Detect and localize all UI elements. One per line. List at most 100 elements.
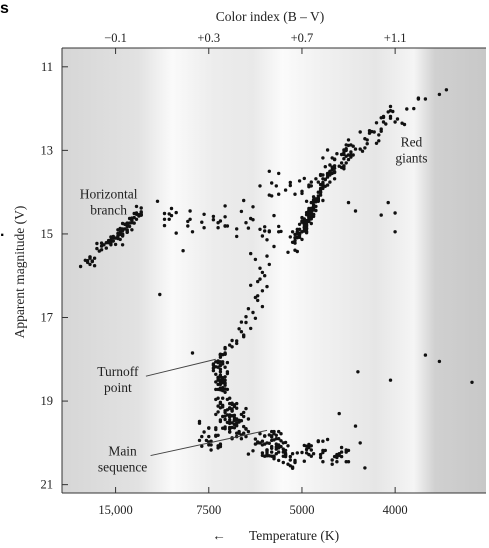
- star-point: [246, 307, 251, 311]
- star-point: [188, 217, 192, 221]
- star-point: [353, 424, 358, 428]
- star-point: [218, 400, 223, 404]
- star-point: [230, 345, 234, 349]
- star-point: [388, 378, 393, 382]
- star-point: [230, 414, 234, 418]
- star-point: [260, 453, 265, 458]
- star-point: [235, 431, 239, 435]
- star-point: [223, 224, 227, 228]
- star-point: [346, 157, 351, 162]
- star-point: [225, 413, 230, 417]
- star-point: [225, 371, 230, 376]
- star-point: [367, 131, 372, 135]
- star-point: [167, 217, 171, 221]
- star-point: [316, 439, 320, 443]
- star-point: [314, 177, 318, 181]
- star-point: [307, 211, 311, 215]
- star-point: [237, 327, 241, 331]
- star-point: [104, 241, 109, 245]
- left-tick-label: 13: [41, 143, 54, 157]
- star-point: [235, 341, 239, 346]
- star-point: [216, 365, 220, 369]
- star-point: [134, 211, 139, 215]
- annotation-label: Main: [108, 444, 137, 459]
- star-point: [377, 133, 381, 137]
- star-point: [277, 458, 281, 463]
- star-point: [353, 209, 358, 213]
- star-point: [258, 227, 262, 231]
- star-point: [309, 221, 313, 226]
- star-point: [223, 417, 227, 422]
- annotation-label: giants: [395, 150, 427, 165]
- star-point: [337, 411, 341, 416]
- star-point: [230, 425, 234, 430]
- star-point: [263, 274, 267, 278]
- star-point: [253, 257, 258, 262]
- top-tick-label: +0.7: [291, 31, 314, 45]
- star-point: [265, 449, 269, 453]
- star-point: [270, 434, 274, 438]
- star-point: [251, 449, 255, 453]
- star-point: [339, 454, 344, 459]
- star-point: [297, 235, 302, 239]
- star-point: [125, 223, 129, 228]
- star-point: [162, 223, 167, 228]
- star-point: [200, 434, 204, 439]
- star-point: [330, 462, 334, 466]
- star-point: [162, 211, 167, 216]
- star-point: [293, 458, 297, 463]
- star-point: [162, 217, 167, 221]
- star-point: [302, 459, 306, 463]
- star-point: [99, 244, 104, 248]
- star-point: [323, 448, 327, 453]
- star-point: [127, 221, 132, 225]
- star-point: [274, 184, 278, 188]
- star-point: [246, 226, 251, 230]
- star-point: [290, 230, 295, 234]
- star-point: [437, 359, 442, 364]
- star-point: [109, 241, 113, 246]
- star-point: [190, 230, 195, 234]
- star-point: [416, 96, 421, 100]
- star-point: [216, 226, 220, 230]
- annotation-pointer: [150, 429, 268, 457]
- corner-fragment-top: s: [0, 0, 9, 17]
- star-point: [197, 438, 202, 443]
- star-point: [267, 229, 271, 233]
- star-point: [311, 452, 316, 456]
- left-tick-label: 19: [41, 394, 54, 408]
- star-point: [311, 204, 316, 208]
- left-tick-label: 21: [41, 478, 54, 492]
- star-point: [218, 370, 223, 374]
- star-point: [218, 419, 223, 424]
- star-point: [267, 454, 271, 458]
- star-point: [228, 430, 232, 434]
- star-point: [325, 437, 330, 442]
- star-point: [221, 414, 225, 419]
- star-point: [272, 244, 276, 249]
- star-point: [360, 149, 365, 153]
- star-point: [277, 224, 281, 229]
- star-point: [221, 360, 225, 364]
- star-point: [97, 249, 102, 253]
- star-point: [99, 241, 104, 245]
- star-point: [253, 442, 258, 446]
- star-point: [263, 434, 267, 438]
- star-point: [263, 225, 267, 229]
- star-point: [295, 231, 299, 236]
- star-point: [328, 173, 332, 177]
- star-point: [211, 363, 216, 367]
- star-point: [279, 439, 283, 443]
- star-point: [92, 264, 97, 268]
- star-point: [216, 410, 220, 414]
- star-point: [321, 184, 325, 188]
- star-point: [228, 406, 232, 411]
- annotation-label: Red: [401, 134, 423, 149]
- star-point: [288, 458, 292, 462]
- star-point: [412, 106, 416, 111]
- star-point: [239, 320, 244, 324]
- star-point: [223, 215, 227, 219]
- top-tick-label: −0.1: [104, 31, 127, 45]
- bottom-tick-label: 15,000: [98, 503, 132, 517]
- star-point: [223, 409, 227, 413]
